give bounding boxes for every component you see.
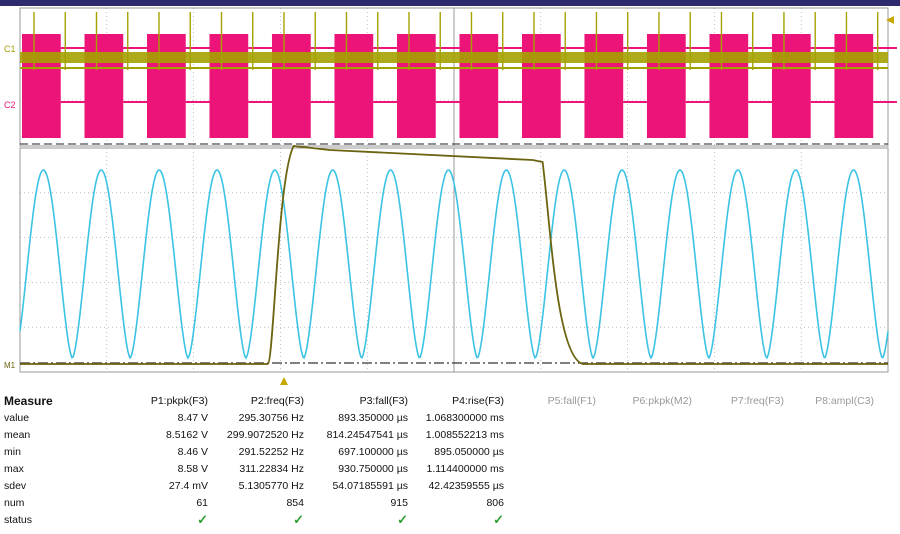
- step-trace: [20, 145, 888, 365]
- cell-mean-p1: 8.5162 V: [165, 428, 208, 441]
- status-check-icon: ✓: [197, 511, 208, 527]
- column-header-p6[interactable]: P6:pkpk(M2): [632, 394, 692, 407]
- table-row: max 8.58 V 311.22834 Hz 930.750000 µs 1.…: [4, 460, 874, 477]
- cell-sdev-p4: 42.42359555 µs: [428, 479, 504, 492]
- row-label-mean: mean: [4, 428, 31, 441]
- column-header-p5[interactable]: P5:fall(F1): [547, 394, 596, 407]
- c2-burst-block: [334, 34, 374, 138]
- column-header-p8[interactable]: P8:ampl(C3): [815, 394, 874, 407]
- measurement-table: Measure P1:pkpk(F3) P2:freq(F3) P3:fall(…: [4, 392, 874, 528]
- row-label-max: max: [4, 462, 24, 475]
- c2-burst-block: [771, 34, 811, 138]
- row-label-sdev: sdev: [4, 479, 27, 492]
- cell-min-p3: 697.100000 µs: [338, 445, 408, 458]
- c2-burst-block: [646, 34, 686, 138]
- column-header-p7[interactable]: P7:freq(F3): [730, 394, 784, 407]
- cell-num-p3: 915: [390, 496, 408, 509]
- measure-title: Measure: [4, 393, 53, 408]
- cell-min-p1: 8.46 V: [177, 445, 208, 458]
- cell-mean-p2: 299.9072520 Hz: [226, 428, 304, 441]
- c1-channel-label: C1: [4, 44, 16, 54]
- c2-burst-block: [584, 34, 624, 138]
- table-row: sdev 27.4 mV 5.1305770 Hz 54.07185591 µs…: [4, 477, 874, 494]
- cell-mean-p3: 814.24547541 µs: [326, 428, 408, 441]
- trigger-position-marker[interactable]: [280, 377, 288, 385]
- c1-band: [20, 52, 888, 63]
- measurement-header-row: Measure P1:pkpk(F3) P2:freq(F3) P3:fall(…: [4, 392, 874, 409]
- c2-burst-block: [521, 34, 561, 138]
- bottom-grid: [19, 147, 889, 373]
- cell-max-p3: 930.750000 µs: [338, 462, 408, 475]
- column-header-p3[interactable]: P3:fall(F3): [359, 394, 408, 407]
- cell-max-p1: 8.58 V: [177, 462, 208, 475]
- c2-burst-block: [709, 34, 749, 138]
- c2-burst-block: [396, 34, 436, 138]
- oscilloscope-display: C1 C2 M1: [4, 7, 897, 385]
- window-frame-top: [0, 0, 900, 6]
- cell-sdev-p1: 27.4 mV: [168, 479, 208, 492]
- analog-traces: [19, 145, 889, 365]
- c2-burst-block: [459, 34, 499, 138]
- column-header-p2[interactable]: P2:freq(F3): [250, 394, 304, 407]
- math-sine-trace: [19, 169, 889, 360]
- cell-num-p4: 806: [486, 496, 504, 509]
- column-header-p4[interactable]: P4:rise(F3): [452, 394, 504, 407]
- trigger-level-marker[interactable]: [886, 16, 894, 24]
- m1-ground-label: M1: [4, 361, 16, 370]
- cell-min-p2: 291.52252 Hz: [238, 445, 304, 458]
- table-row: min 8.46 V 291.52252 Hz 697.100000 µs 89…: [4, 443, 874, 460]
- cell-num-p1: 61: [196, 496, 208, 509]
- c2-burst-block: [84, 34, 124, 138]
- cell-sdev-p2: 5.1305770 Hz: [238, 479, 304, 492]
- row-label-value: value: [4, 411, 30, 424]
- cell-value-p1: 8.47 V: [177, 411, 208, 424]
- column-header-p1[interactable]: P1:pkpk(F3): [150, 394, 208, 407]
- c2-burst-block: [22, 34, 61, 138]
- table-row: mean 8.5162 V 299.9072520 Hz 814.2454754…: [4, 426, 874, 443]
- cell-value-p4: 1.068300000 ms: [425, 411, 504, 424]
- status-check-icon: ✓: [397, 511, 408, 527]
- cell-sdev-p3: 54.07185591 µs: [332, 479, 408, 492]
- c2-burst-block: [209, 34, 249, 138]
- table-row: status ✓ ✓ ✓ ✓: [4, 511, 874, 528]
- table-row: num 61 854 915 806: [4, 494, 874, 511]
- row-label-num: num: [4, 496, 25, 509]
- status-check-icon: ✓: [493, 511, 504, 527]
- cell-min-p4: 895.050000 µs: [434, 445, 504, 458]
- row-label-status: status: [4, 513, 33, 526]
- cell-value-p3: 893.350000 µs: [338, 411, 408, 424]
- cell-num-p2: 854: [286, 496, 304, 509]
- c2-burst-block: [834, 34, 874, 138]
- cell-max-p4: 1.114400000 ms: [426, 462, 504, 475]
- c2-channel-label: C2: [4, 100, 16, 110]
- cell-value-p2: 295.30756 Hz: [238, 411, 304, 424]
- row-label-min: min: [4, 445, 21, 458]
- measure-panel: Measure P1:pkpk(F3) P2:freq(F3) P3:fall(…: [0, 390, 900, 534]
- cell-mean-p4: 1.008552213 ms: [425, 428, 504, 441]
- status-check-icon: ✓: [293, 511, 304, 527]
- cell-max-p2: 311.22834 Hz: [239, 462, 304, 475]
- c2-burst-block: [146, 34, 186, 138]
- c2-burst-block: [271, 34, 311, 138]
- table-row: value 8.47 V 295.30756 Hz 893.350000 µs …: [4, 409, 874, 426]
- digital-traces: [20, 12, 897, 145]
